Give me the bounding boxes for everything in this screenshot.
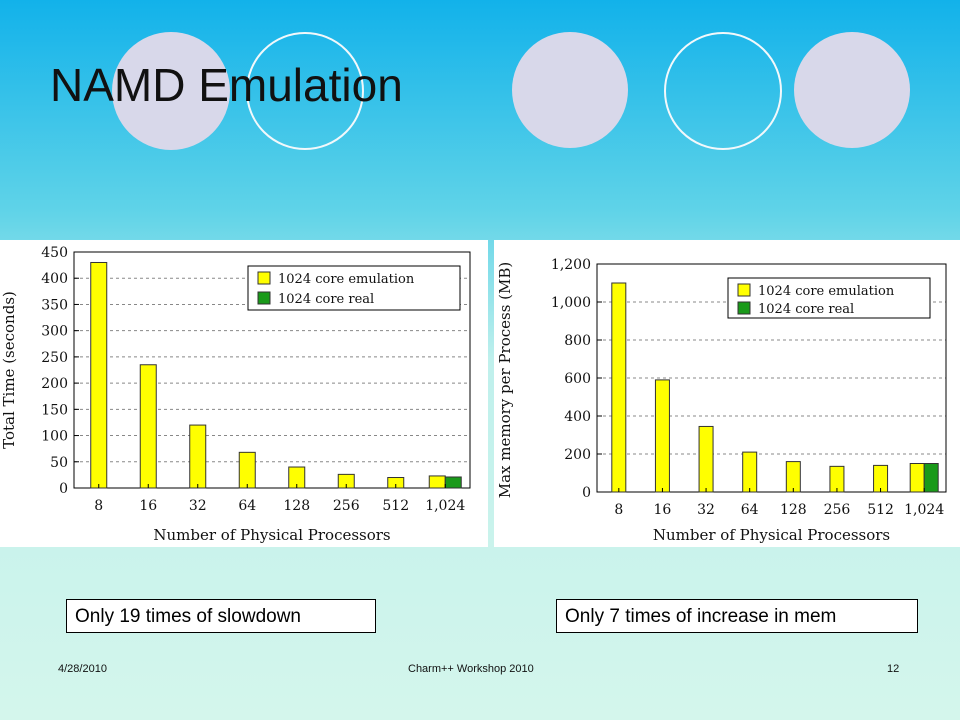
decorative-ring-1 — [246, 32, 364, 150]
x-tick-label: 32 — [697, 502, 715, 518]
bar-emulation-64 — [742, 451, 758, 493]
x-tick-label: 1,024 — [904, 502, 944, 518]
bar-emulation-32 — [698, 425, 714, 493]
footer-date: 4/28/2010 — [58, 663, 107, 675]
legend-box — [727, 277, 931, 319]
x-tick-label: 512 — [867, 502, 894, 518]
legend-label: 1024 core real — [278, 292, 374, 307]
y-tick-label: 200 — [41, 376, 68, 392]
chart-panel-memory: 0 200 400 600 800 1,000 1,200 8 16 32 64 128 256 512 1… — [494, 240, 960, 547]
x-tick-label: 16 — [139, 498, 157, 514]
chart-panel-time: 0 50 100 150 200 250 300 350 400 450 8 16 32 64 128 256… — [0, 240, 488, 547]
x-axis-label: Number of Physical Processors — [153, 526, 390, 544]
bar-emulation-16 — [654, 379, 670, 493]
y-tick-label: 300 — [41, 324, 68, 340]
y-tick-label: 250 — [41, 350, 68, 366]
y-tick-label: 800 — [564, 333, 591, 349]
bar-emulation-1,024 — [428, 475, 446, 489]
footer-center: Charm++ Workshop 2010 — [408, 663, 534, 675]
y-tick-label: 1,200 — [551, 257, 591, 273]
plot-frame — [73, 251, 471, 489]
y-tick-label: 400 — [41, 271, 68, 287]
legend-label: 1024 core emulation — [278, 272, 415, 287]
y-tick-label: 1,000 — [551, 295, 591, 311]
y-tick-label: 0 — [582, 485, 591, 501]
x-axis-label: Number of Physical Processors — [653, 526, 890, 544]
x-tick-label: 1,024 — [425, 498, 465, 514]
x-tick-label: 64 — [741, 502, 759, 518]
chart-total-time: 0 50 100 150 200 250 300 350 400 450 8 16 32 64 128 256… — [0, 245, 471, 544]
x-tick-label: 256 — [333, 498, 360, 514]
y-tick-label: 600 — [564, 371, 591, 387]
bar-emulation-8 — [611, 282, 627, 493]
y-tick-label: 0 — [59, 481, 68, 497]
y-tick-label: 400 — [564, 409, 591, 425]
x-tick-label: 8 — [94, 498, 103, 514]
bar-real-1,024 — [444, 476, 462, 489]
bar-emulation-128 — [785, 461, 801, 493]
x-tick-label: 16 — [654, 502, 672, 518]
chart-max-memory: 0 200 400 600 800 1,000 1,200 8 16 32 64 128 256 512 1… — [496, 257, 947, 544]
bar-emulation-32 — [189, 424, 207, 489]
decorative-ring-2 — [664, 32, 782, 150]
plot-frame — [596, 263, 947, 493]
legend-label: 1024 core emulation — [758, 284, 895, 299]
x-tick-label: 128 — [283, 498, 310, 514]
slide-title: NAMD Emulation — [50, 59, 403, 111]
y-tick-label: 50 — [50, 455, 68, 471]
legend-swatch-1 — [257, 291, 271, 305]
legend-swatch-1 — [737, 301, 751, 315]
legend-swatch-0 — [257, 271, 271, 285]
y-tick-label: 450 — [41, 245, 68, 261]
y-tick-label: 150 — [41, 402, 68, 418]
note-memory: Only 7 times of increase in mem — [556, 599, 918, 633]
note-slowdown: Only 19 times of slowdown — [66, 599, 376, 633]
y-axis-label: Max memory per Process (MB) — [496, 262, 514, 499]
bar-emulation-1,024 — [909, 463, 925, 493]
legend-swatch-0 — [737, 283, 751, 297]
decorative-circle-1 — [112, 32, 230, 150]
bar-emulation-16 — [139, 364, 157, 489]
x-tick-label: 64 — [238, 498, 256, 514]
x-tick-label: 128 — [780, 502, 807, 518]
x-tick-label: 512 — [382, 498, 409, 514]
y-axis-label: Total Time (seconds) — [0, 291, 18, 449]
decorative-circle-2 — [512, 32, 628, 148]
decorative-circle-3 — [794, 32, 910, 148]
footer-page-number: 12 — [887, 663, 900, 675]
bar-real-1,024 — [923, 463, 939, 493]
bar-emulation-64 — [238, 451, 256, 489]
y-tick-label: 350 — [41, 297, 68, 313]
x-tick-label: 32 — [189, 498, 207, 514]
y-tick-label: 100 — [41, 429, 68, 445]
bar-emulation-8 — [90, 261, 108, 489]
y-tick-label: 200 — [564, 447, 591, 463]
x-tick-label: 256 — [824, 502, 851, 518]
legend-label: 1024 core real — [758, 302, 854, 317]
x-tick-label: 8 — [614, 502, 623, 518]
legend-box — [247, 265, 461, 311]
